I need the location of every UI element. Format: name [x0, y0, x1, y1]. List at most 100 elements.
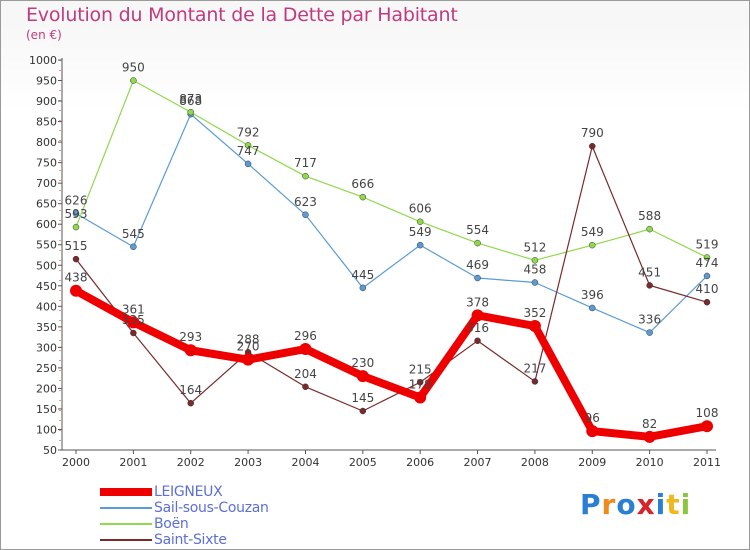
y-tick-label: 900	[36, 95, 57, 108]
x-tick-label: 2001	[119, 456, 147, 469]
y-tick-label: 700	[36, 177, 57, 190]
data-label: 396	[581, 288, 604, 302]
series-line-bo-n	[75, 79, 708, 261]
data-label: 204	[294, 367, 317, 381]
data-label: 316	[466, 321, 489, 335]
x-tick-label: 2000	[62, 456, 90, 469]
data-point	[130, 77, 137, 84]
logo-letter: o	[616, 488, 637, 521]
data-label: 512	[523, 240, 546, 254]
data-point	[72, 210, 80, 217]
legend-swatch	[100, 507, 152, 509]
y-tick-label: 500	[36, 259, 57, 272]
data-point	[701, 420, 713, 433]
data-point	[703, 298, 711, 306]
y-tick-label: 100	[36, 423, 57, 436]
data-point	[474, 337, 481, 345]
data-label: 270	[237, 340, 260, 354]
data-point	[302, 172, 309, 180]
data-label: 515	[65, 239, 88, 253]
data-label: 623	[294, 195, 317, 209]
data-label: 950	[122, 61, 145, 75]
proxiti-logo: Proxiti	[580, 488, 691, 521]
data-point	[72, 223, 80, 231]
data-label: 288	[237, 332, 260, 346]
legend-label: LEIGNEUX	[154, 484, 223, 500]
data-label: 717	[294, 156, 317, 170]
data-label: 451	[638, 265, 661, 279]
data-label: 336	[638, 313, 661, 327]
data-label: 458	[523, 263, 546, 277]
data-point	[359, 284, 367, 292]
data-point	[187, 108, 194, 116]
series-line-sail-sous-couzan	[75, 113, 708, 334]
logo-letter: P	[580, 488, 602, 521]
y-tick-label: 350	[36, 321, 57, 334]
data-label: 790	[581, 126, 604, 140]
data-label: 164	[179, 383, 202, 397]
legend-label: Sail-sous-Couzan	[154, 500, 269, 516]
y-tick-label: 400	[36, 300, 57, 313]
y-tick-label: 800	[36, 136, 57, 149]
y-tick-label: 550	[36, 239, 57, 252]
data-point	[471, 309, 484, 322]
data-point	[589, 304, 596, 312]
data-label: 445	[351, 268, 374, 282]
data-point	[359, 407, 367, 415]
data-point	[531, 257, 539, 264]
data-point	[127, 316, 140, 329]
logo-letter: i	[655, 488, 667, 521]
data-label: 410	[696, 282, 719, 296]
data-point	[643, 430, 656, 443]
data-label: 335	[122, 313, 145, 327]
y-tick-label: 450	[36, 280, 57, 293]
data-label: 293	[179, 330, 202, 344]
data-label: 469	[466, 258, 489, 272]
data-label: 666	[351, 177, 374, 191]
data-point	[184, 344, 197, 357]
data-label: 438	[65, 271, 88, 285]
data-point	[356, 370, 369, 383]
data-label: 519	[696, 237, 719, 251]
x-tick-label: 2008	[521, 456, 549, 469]
data-label: 217	[523, 361, 546, 375]
y-tick-label: 950	[36, 75, 57, 88]
data-label: 868	[179, 94, 202, 108]
data-label: 626	[65, 194, 88, 208]
x-tick-label: 2004	[291, 456, 319, 469]
data-label: 588	[638, 209, 661, 223]
series-line-saint-sixte	[75, 145, 708, 412]
data-label: 296	[294, 329, 317, 343]
data-point	[416, 241, 424, 249]
data-label: 747	[237, 144, 260, 158]
data-point	[242, 353, 255, 366]
data-label: 215	[409, 362, 432, 376]
data-point	[130, 329, 137, 337]
chart-title: Evolution du Montant de la Dette par Hab…	[26, 4, 458, 26]
x-tick-label: 2011	[693, 456, 721, 469]
y-tick-label: 200	[36, 382, 57, 395]
logo-letter: r	[601, 488, 617, 521]
data-point	[130, 243, 137, 251]
legend-label: Boën	[154, 516, 189, 532]
data-point	[586, 425, 599, 438]
data-point	[474, 239, 481, 247]
data-label: 792	[237, 125, 260, 139]
data-point	[474, 274, 481, 282]
x-tick-label: 2002	[177, 456, 205, 469]
data-label: 474	[696, 256, 719, 270]
data-point	[646, 282, 653, 289]
data-point	[72, 255, 80, 263]
data-point	[187, 399, 194, 407]
y-tick-label: 750	[36, 157, 57, 170]
data-label: 145	[351, 391, 374, 405]
data-label: 96	[585, 411, 600, 425]
data-label: 554	[466, 223, 489, 237]
data-point	[244, 142, 252, 149]
data-label: 549	[581, 225, 604, 239]
y-tick-label: 650	[36, 198, 57, 211]
data-point	[359, 193, 367, 201]
data-point	[302, 383, 309, 391]
